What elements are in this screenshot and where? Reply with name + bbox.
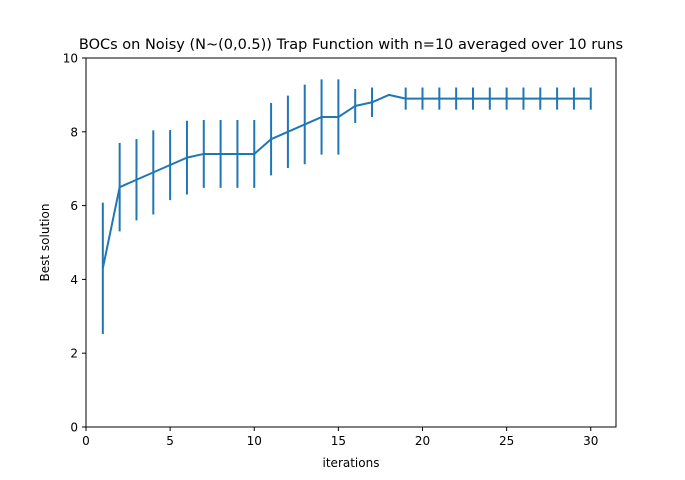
y-tick-label: 0 [70, 421, 78, 435]
x-tick-label: 0 [82, 434, 90, 448]
y-axis-label: Best solution [38, 204, 52, 282]
y-tick-label: 2 [70, 347, 78, 361]
x-tick-label: 15 [331, 434, 346, 448]
x-tick-label: 10 [247, 434, 262, 448]
x-axis: 0 5 10 15 20 25 30 [82, 427, 598, 448]
series-line [101, 93, 591, 269]
y-tick-label: 10 [63, 52, 78, 66]
y-tick-label: 6 [70, 199, 78, 213]
axes-frame [85, 57, 617, 428]
x-tick-label: 25 [499, 434, 514, 448]
y-tick-label: 8 [70, 125, 78, 139]
x-tick-label: 30 [583, 434, 598, 448]
chart-title: BOCs on Noisy (N~(0,0.5)) Trap Function … [79, 37, 623, 53]
y-axis: 0 2 4 6 8 10 [63, 52, 86, 435]
y-tick-label: 4 [70, 273, 78, 287]
plot-area [85, 57, 617, 428]
x-tick-label: 20 [415, 434, 430, 448]
x-tick-label: 5 [166, 434, 174, 448]
series-layer [101, 79, 592, 335]
x-axis-label: iterations [323, 456, 380, 470]
